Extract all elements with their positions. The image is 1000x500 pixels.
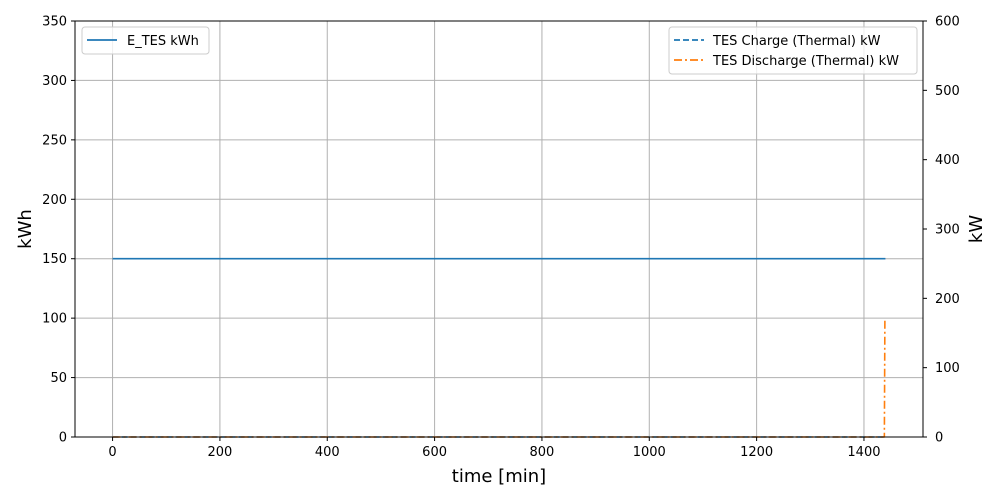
x-axis: 0 200 400 600 800 1000 1200 1400: [108, 437, 881, 460]
plot-frame: [74, 20, 924, 438]
y-right-tick-label: 100: [935, 361, 960, 376]
legend-label-tes-discharge: TES Discharge (Thermal) kW: [712, 54, 899, 69]
x-tick-label: 1000: [633, 445, 666, 460]
right-y-axis: 0 100 200 300 400 500 600: [923, 15, 960, 446]
grid: [75, 20, 923, 438]
right-y-axis-title: kW: [966, 215, 987, 243]
x-tick-label: 600: [422, 445, 447, 460]
x-tick-label: 1400: [847, 445, 880, 460]
y-right-tick-label: 200: [935, 292, 960, 307]
y-left-tick-label: 150: [42, 252, 67, 267]
legend-left: E_TES kWh: [81, 26, 210, 55]
y-right-tick-label: 0: [935, 431, 943, 446]
y-left-tick-label: 50: [50, 371, 67, 386]
y-left-tick-label: 250: [42, 133, 67, 148]
y-right-tick-label: 600: [935, 15, 960, 30]
legend-label-e-tes: E_TES kWh: [127, 34, 199, 49]
y-left-tick-label: 200: [42, 193, 67, 208]
legend-right-box: [668, 26, 918, 75]
x-tick-label: 400: [315, 445, 340, 460]
y-right-tick-label: 500: [935, 84, 960, 99]
x-axis-title: time [min]: [452, 466, 546, 487]
y-left-tick-label: 100: [42, 312, 67, 327]
left-y-axis: 0 50 100 150 200 250 300 350: [42, 15, 75, 446]
x-tick-label: 1200: [740, 445, 773, 460]
y-right-tick-label: 400: [935, 153, 960, 168]
series-layer: [112, 257, 886, 438]
x-tick-label: 800: [530, 445, 555, 460]
y-left-tick-label: 0: [59, 431, 67, 446]
x-tick-label: 0: [108, 445, 116, 460]
left-y-axis-title: kWh: [15, 209, 36, 249]
legend-right: TES Charge (Thermal) kW TES Discharge (T…: [668, 26, 918, 75]
x-tick-label: 200: [207, 445, 232, 460]
y-left-tick-label: 300: [42, 74, 67, 89]
y-left-tick-label: 350: [42, 15, 67, 30]
y-right-tick-label: 300: [935, 223, 960, 238]
legend-label-tes-charge: TES Charge (Thermal) kW: [712, 34, 881, 49]
legend-left-box: [81, 26, 210, 55]
